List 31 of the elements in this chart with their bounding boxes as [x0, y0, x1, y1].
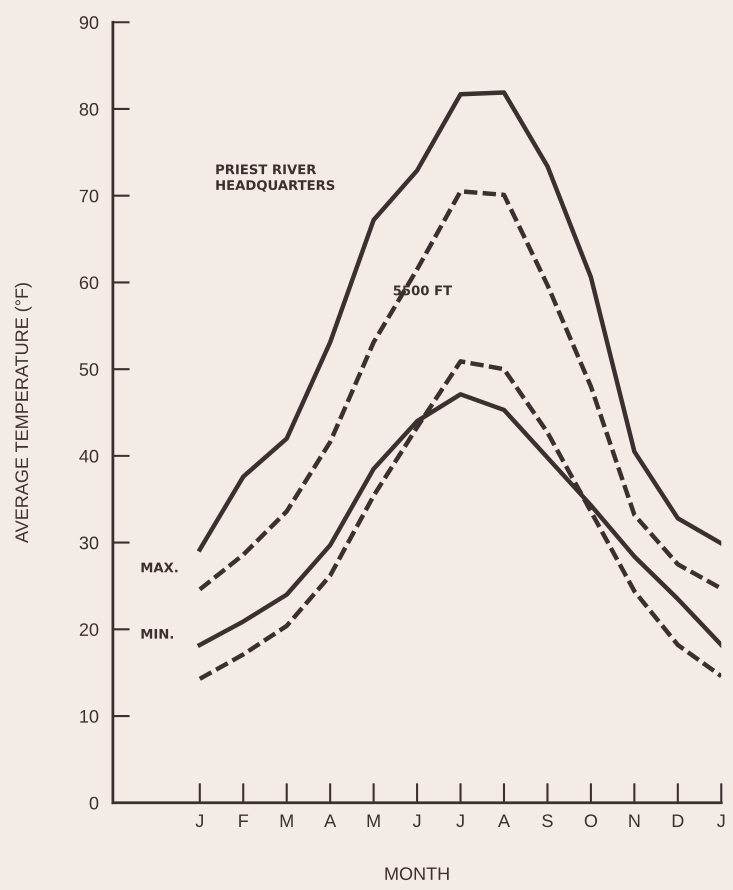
x-tick-label: O: [584, 814, 598, 828]
x-tick-label: F: [239, 814, 248, 827]
y-tick-label: 20: [80, 623, 98, 636]
y-tick-label: 50: [80, 363, 98, 376]
x-tick-label: D: [672, 814, 684, 827]
x-tick-label: J: [717, 814, 724, 828]
y-tick-label: 40: [79, 450, 98, 463]
y-tick-label: 60: [80, 276, 98, 290]
text: MAX.: [141, 562, 178, 572]
y-tick-label: 80: [80, 102, 98, 116]
x-axis-title: MONTH: [385, 867, 449, 880]
y-tick-label: 70: [80, 190, 98, 202]
y-axis-title: AVERAGE TEMPERATURE (°F): [14, 283, 32, 544]
x-tick-label: M: [280, 814, 293, 827]
y-tick-label: 10: [80, 710, 98, 723]
y-tick-label: 90: [80, 16, 98, 29]
x-tick-label: M: [368, 814, 380, 827]
y-tick-label: 30: [80, 536, 98, 550]
x-tick-label: J: [456, 814, 464, 828]
x-tick-label: A: [498, 814, 510, 827]
annotation: PRIEST RIVER HEADQUARTERS: [216, 164, 334, 192]
x-tick-label: N: [629, 814, 640, 827]
line-series: [198, 90, 722, 552]
x-tick-label: J: [196, 814, 203, 828]
x-tick-label: A: [324, 814, 336, 827]
text: MIN.: [141, 628, 174, 639]
x-tick-label: J: [412, 814, 420, 828]
annotation: 5500 FT: [394, 285, 452, 296]
line-series: [198, 359, 722, 681]
x-tick-label: S: [542, 814, 553, 828]
y-tick-label: 0: [90, 796, 98, 810]
